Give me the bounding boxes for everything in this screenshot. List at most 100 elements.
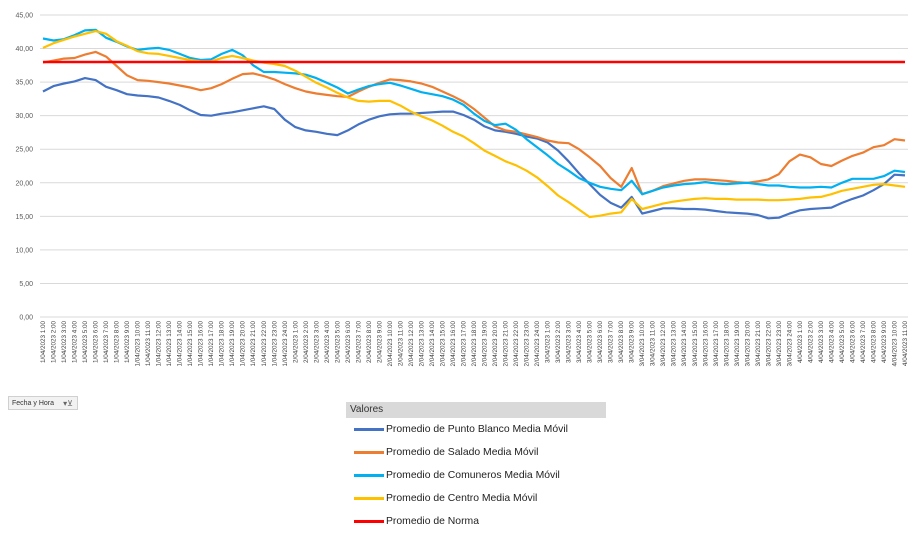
legend-label: Promedio de Centro Media Móvil — [386, 493, 538, 504]
x-tick-label: 2/04/2023 8:00 — [366, 321, 373, 364]
x-tick-label: 3/04/2023 23:00 — [776, 321, 783, 367]
x-tick-label: 4/04/2023 4:00 — [828, 321, 835, 364]
x-tick-label: 3/04/2023 11:00 — [650, 321, 657, 367]
legend-swatch — [354, 474, 384, 477]
x-tick-label: 3/04/2023 13:00 — [671, 321, 678, 367]
x-tick-label: 4/04/2023 11:00 — [902, 321, 909, 367]
x-tick-label: 1/04/2023 10:00 — [135, 321, 142, 367]
x-tick-label: 4/04/2023 2:00 — [807, 321, 814, 364]
legend-header: Valores — [346, 402, 606, 418]
x-tick-label: 3/04/2023 18:00 — [723, 321, 730, 367]
x-tick-label: 4/04/2023 1:00 — [797, 321, 804, 364]
x-tick-label: 1/04/2023 7:00 — [103, 321, 110, 364]
x-tick-label: 2/04/2023 17:00 — [460, 321, 467, 367]
x-tick-label: 2/04/2023 20:00 — [492, 321, 499, 367]
line-chart: 0,00 5,00 10,00 15,00 20,00 25,00 30,00 35,00 40… — [15, 13, 909, 367]
x-tick-label: 3/04/2023 7:00 — [608, 321, 615, 364]
x-tick-label: 2/04/2023 10:00 — [387, 321, 394, 367]
x-tick-label: 4/04/2023 7:00 — [860, 321, 867, 364]
x-tick-label: 3/04/2023 16:00 — [702, 321, 709, 367]
x-tick-label: 2/04/2023 24:00 — [534, 321, 541, 367]
x-tick-label: 3/04/2023 14:00 — [681, 321, 688, 367]
x-tick-label: 2/04/2023 2:00 — [303, 321, 310, 364]
x-tick-label: 1/04/2023 6:00 — [93, 321, 100, 364]
x-tick-label: 2/04/2023 14:00 — [429, 321, 436, 367]
x-tick-label: 1/04/2023 22:00 — [261, 321, 268, 367]
x-tick-label: 2/04/2023 5:00 — [334, 321, 341, 364]
x-tick-label: 4/04/2023 8:00 — [870, 321, 877, 364]
y-tick-label: 15,00 — [15, 214, 33, 221]
x-tick-label: 4/04/2023 3:00 — [818, 321, 825, 364]
x-tick-label: 2/04/2023 9:00 — [376, 321, 383, 364]
x-tick-label: 2/04/2023 22:00 — [513, 321, 520, 367]
x-tick-label: 3/04/2023 15:00 — [692, 321, 699, 367]
y-tick-label: 10,00 — [15, 247, 33, 254]
x-tick-label: 2/04/2023 6:00 — [345, 321, 352, 364]
legend-swatch — [354, 520, 384, 523]
y-tick-label: 35,00 — [15, 80, 33, 87]
x-tick-label: 3/04/2023 4:00 — [576, 321, 583, 364]
x-tick-label: 3/04/2023 1:00 — [545, 321, 552, 364]
legend-item: Promedio de Comuneros Media Móvil — [346, 464, 606, 487]
x-tick-label: 1/04/2023 12:00 — [156, 321, 163, 367]
x-tick-label: 3/04/2023 6:00 — [597, 321, 604, 364]
series-line — [42, 50, 906, 196]
legend-swatch — [354, 451, 384, 454]
gridlines — [40, 14, 908, 318]
x-tick-label: 1/04/2023 15:00 — [187, 321, 194, 367]
x-tick-label: 1/04/2023 5:00 — [82, 321, 89, 364]
x-tick-label: 3/04/2023 10:00 — [639, 321, 646, 367]
x-tick-label: 1/04/2023 8:00 — [114, 321, 121, 364]
legend-swatch — [354, 497, 384, 500]
x-tick-label: 1/04/2023 14:00 — [177, 321, 184, 367]
x-tick-label: 3/04/2023 19:00 — [734, 321, 741, 367]
x-tick-label: 1/04/2023 11:00 — [145, 321, 152, 367]
legend-item: Promedio de Salado Media Móvil — [346, 441, 606, 464]
y-tick-label: 5,00 — [19, 281, 33, 288]
legend-label: Promedio de Punto Blanco Media Móvil — [386, 424, 568, 435]
x-tick-label: 1/04/2023 24:00 — [282, 321, 289, 367]
x-tick-label: 1/04/2023 21:00 — [250, 321, 257, 367]
legend-label: Promedio de Norma — [386, 516, 479, 527]
legend-label: Promedio de Salado Media Móvil — [386, 447, 539, 458]
x-tick-label: 3/04/2023 24:00 — [786, 321, 793, 367]
filter-button-label: Fecha y Hora — [12, 399, 55, 407]
x-tick-label: 4/04/2023 10:00 — [891, 321, 898, 367]
x-tick-label: 1/04/2023 13:00 — [166, 321, 173, 367]
x-tick-label: 1/04/2023 16:00 — [198, 321, 205, 367]
x-tick-label: 1/04/2023 4:00 — [72, 321, 79, 364]
legend-swatch — [354, 428, 384, 431]
legend-item: Promedio de Punto Blanco Media Móvil — [346, 418, 606, 441]
y-tick-label: 30,00 — [15, 113, 33, 120]
x-axis-ticks: 1/04/2023 1:00 1/04/2023 2:00 1/04/2023 3:… — [40, 321, 909, 367]
legend-items: Promedio de Punto Blanco Media Móvil Prom… — [346, 418, 606, 533]
filter-icon: ▾⊻ — [63, 398, 73, 408]
series-line — [42, 30, 906, 219]
x-tick-label: 3/04/2023 8:00 — [618, 321, 625, 364]
x-tick-label: 1/04/2023 23:00 — [271, 321, 278, 367]
x-tick-label: 2/04/2023 21:00 — [503, 321, 510, 367]
x-tick-label: 3/04/2023 21:00 — [755, 321, 762, 367]
x-tick-label: 1/04/2023 20:00 — [240, 321, 247, 367]
series-line — [42, 76, 906, 220]
x-tick-label: 1/04/2023 3:00 — [61, 321, 68, 364]
fecha-hora-filter-button[interactable]: Fecha y Hora ▾⊻ — [8, 396, 78, 410]
x-tick-label: 2/04/2023 13:00 — [418, 321, 425, 367]
x-tick-label: 2/04/2023 7:00 — [355, 321, 362, 364]
x-tick-label: 2/04/2023 18:00 — [471, 321, 478, 367]
y-tick-label: 20,00 — [15, 180, 33, 187]
y-tick-label: 0,00 — [19, 315, 33, 322]
x-tick-label: 1/04/2023 18:00 — [219, 321, 226, 367]
x-tick-label: 2/04/2023 4:00 — [324, 321, 331, 364]
x-tick-label: 2/04/2023 16:00 — [450, 321, 457, 367]
x-tick-label: 1/04/2023 19:00 — [229, 321, 236, 367]
x-tick-label: 1/04/2023 17:00 — [208, 321, 215, 367]
y-tick-label: 25,00 — [15, 147, 33, 154]
x-tick-label: 4/04/2023 6:00 — [849, 321, 856, 364]
x-tick-label: 3/04/2023 2:00 — [555, 321, 562, 364]
y-tick-label: 45,00 — [15, 13, 33, 20]
x-tick-label: 4/04/2023 5:00 — [839, 321, 846, 364]
x-tick-label: 2/04/2023 3:00 — [313, 321, 320, 364]
x-tick-label: 3/04/2023 20:00 — [744, 321, 751, 367]
legend-label: Promedio de Comuneros Media Móvil — [386, 470, 560, 481]
